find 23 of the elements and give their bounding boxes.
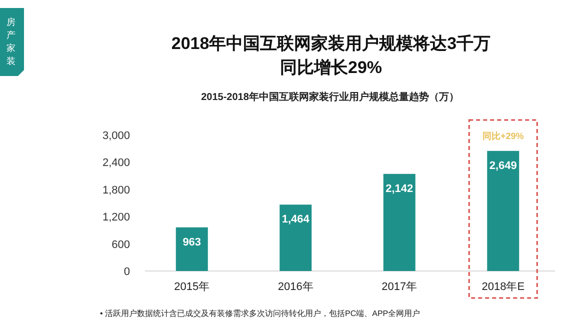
x-tick-label: 2016年	[278, 281, 314, 293]
bar	[176, 227, 208, 271]
data-label: 2,649	[489, 160, 517, 172]
bar	[487, 150, 520, 271]
y-tick-label: 1,800	[102, 184, 130, 196]
x-tick-label: 2015年	[174, 281, 210, 293]
y-tick-label: 3,000	[102, 130, 130, 142]
x-tick-label: 2017年	[382, 281, 418, 293]
annotation: 同比+29%	[482, 130, 524, 141]
y-tick-label: 0	[124, 266, 130, 278]
y-tick-label: 600	[112, 238, 130, 251]
chart-subtitle: 2015-2018年中国互联网家装行业用户规模总量趋势（万）	[201, 91, 459, 103]
text: 房产家装	[6, 17, 16, 66]
data-label: 1,464	[282, 214, 310, 226]
chart-title: 2018年中国互联网家装用户规模将达3千万同比增长29%	[170, 33, 492, 79]
data-label: 963	[182, 236, 202, 248]
x-tick-label: 2018年E	[482, 281, 525, 293]
y-tick-label: 2,400	[102, 157, 130, 170]
bar	[280, 204, 312, 271]
text: • 活跃用户数据统计含已成交及有装修需求多次访问待转化用户，包括PC端、APP全网用户	[100, 309, 420, 318]
y-tick-label: 1,200	[102, 212, 130, 224]
data-label: 2,142	[386, 182, 414, 195]
bar	[383, 174, 416, 271]
